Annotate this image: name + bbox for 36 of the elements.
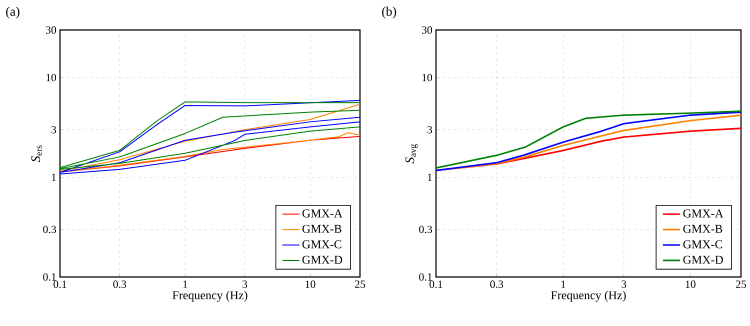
y-tick-label: 0.1 — [419, 273, 432, 281]
x-tick-label: 0.3 — [113, 280, 126, 288]
x-tick-label: 1 — [561, 280, 566, 288]
legend-label: GMX-A — [683, 209, 724, 218]
x-axis-title: Frequency (Hz) — [172, 290, 248, 302]
legend-label: GMX-C — [302, 240, 342, 248]
x-tick-label: 25 — [736, 280, 746, 288]
x-tick-label: 3 — [622, 280, 626, 288]
legend-label: GMX-D — [302, 256, 342, 264]
legend-label: GMX-C — [683, 240, 722, 248]
x-tick-label: 10 — [306, 280, 316, 288]
y-tick-label: 0.1 — [43, 273, 56, 281]
x-tick-label: 1 — [183, 280, 188, 288]
x-tick-label: 25 — [354, 280, 366, 288]
y-axis-title: S$_{ers}$ — [31, 146, 42, 162]
y-axis-title: S$_{avg}$ — [405, 144, 418, 164]
legend-label: GMX-B — [302, 224, 342, 233]
y-tick-label: 30 — [422, 26, 432, 34]
chart-title: (a) — [6, 6, 20, 18]
x-tick-label: 10 — [686, 280, 696, 288]
y-tick-label: 3 — [428, 126, 432, 134]
y-tick-label: 3 — [52, 126, 56, 134]
y-tick-label: 0.3 — [43, 226, 56, 234]
legend-label: GMX-D — [683, 256, 723, 264]
legend-label: GMX-B — [683, 224, 722, 233]
y-tick-label: 0.3 — [419, 226, 432, 234]
chart-title: (b) — [382, 6, 396, 18]
y-tick-label: 10 — [422, 74, 432, 82]
y-tick-label: 1 — [52, 174, 56, 181]
y-tick-label: 1 — [428, 174, 432, 181]
x-tick-label: 0.3 — [490, 280, 504, 288]
x-tick-label: 3 — [242, 280, 248, 288]
x-axis-title: Frequency (Hz) — [551, 290, 626, 302]
y-tick-label: 10 — [46, 74, 56, 82]
legend-label: GMX-A — [302, 209, 343, 218]
y-tick-label: 30 — [46, 26, 56, 34]
